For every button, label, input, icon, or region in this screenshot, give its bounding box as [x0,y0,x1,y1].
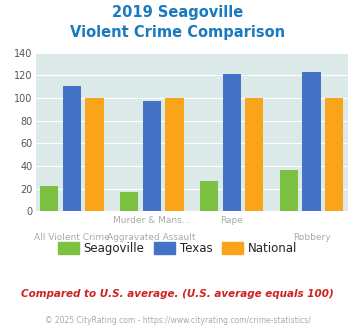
Text: 2019 Seagoville: 2019 Seagoville [112,5,243,20]
Bar [302,72,321,211]
Bar [245,98,263,211]
Text: Compared to U.S. average. (U.S. average equals 100): Compared to U.S. average. (U.S. average … [21,289,334,299]
Bar [165,98,184,211]
Bar [223,74,241,211]
Bar [325,98,343,211]
Bar [280,171,298,211]
Text: Murder & Mans...: Murder & Mans... [113,216,190,225]
Bar [143,101,161,211]
Text: Robbery: Robbery [293,233,331,242]
Legend: Seagoville, Texas, National: Seagoville, Texas, National [53,237,302,260]
Bar [200,181,218,211]
Bar [63,85,81,211]
Bar [86,98,104,211]
Bar [120,192,138,211]
Text: Rape: Rape [220,216,243,225]
Text: © 2025 CityRating.com - https://www.cityrating.com/crime-statistics/: © 2025 CityRating.com - https://www.city… [45,316,310,325]
Text: Aggravated Assault: Aggravated Assault [108,233,196,242]
Text: Violent Crime Comparison: Violent Crime Comparison [70,25,285,40]
Text: All Violent Crime: All Violent Crime [34,233,110,242]
Bar [40,186,58,211]
